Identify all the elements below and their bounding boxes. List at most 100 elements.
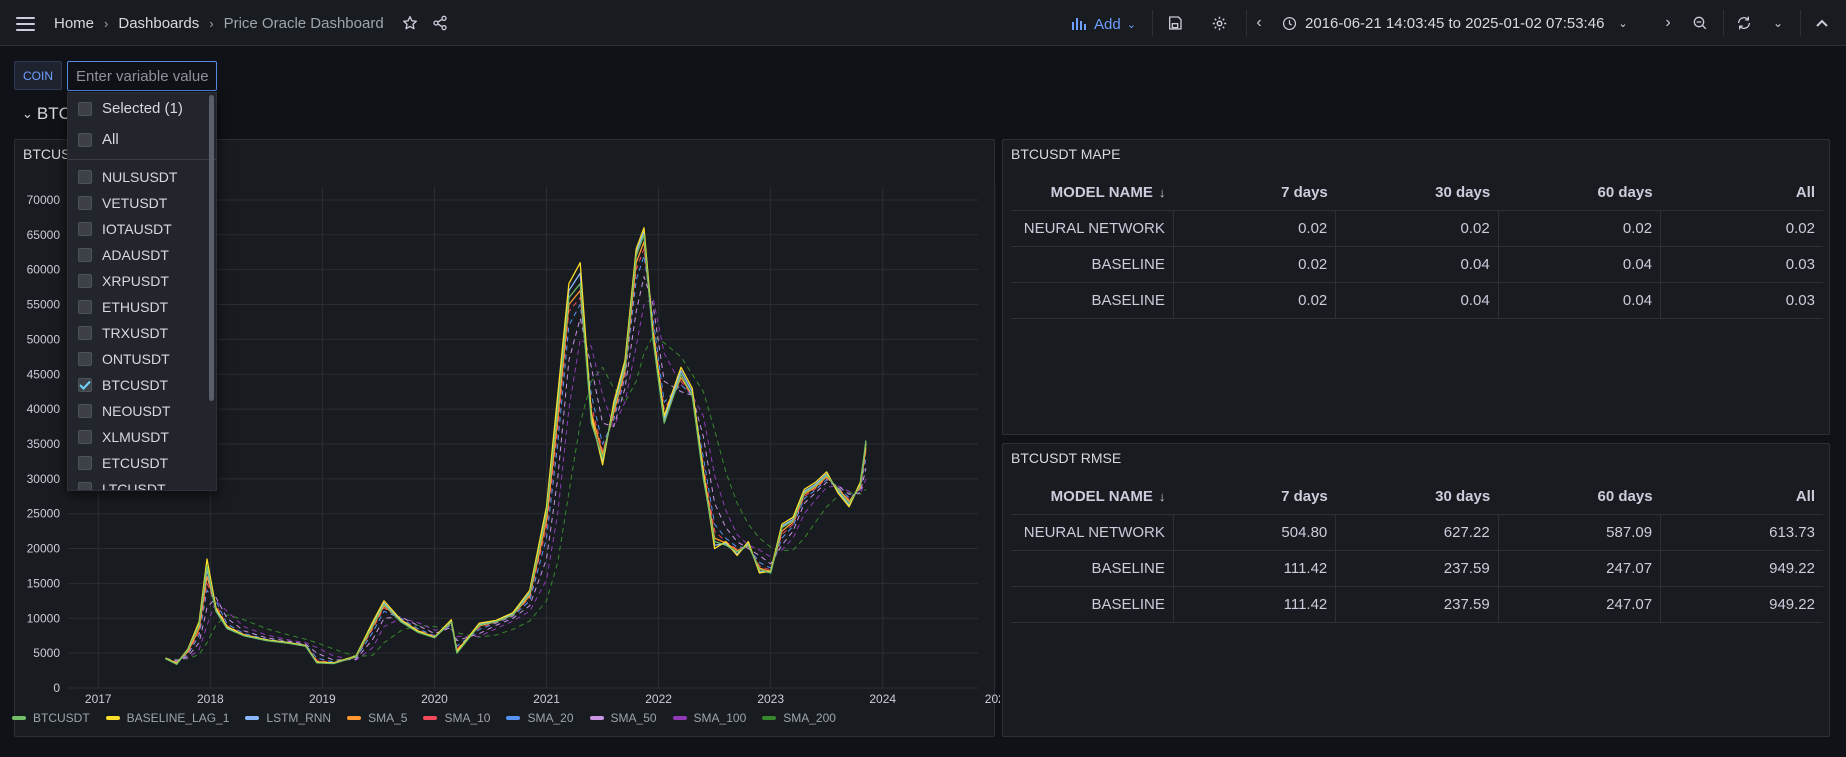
table-cell: 0.02 (1172, 246, 1336, 283)
menu-icon[interactable] (16, 17, 35, 31)
option-ethusdt[interactable]: ETHUSDT (68, 294, 216, 320)
option-vetusdt[interactable]: VETUSDT (68, 190, 216, 216)
checkbox[interactable] (78, 404, 92, 418)
zoom-out-icon[interactable] (1690, 13, 1710, 33)
checkbox[interactable] (78, 326, 92, 340)
share-icon[interactable] (430, 13, 450, 33)
add-panel-icon (1072, 18, 1086, 30)
y-tick-label: 45000 (27, 367, 61, 381)
column-header[interactable]: 7 days (1173, 480, 1336, 515)
option-etcusdt[interactable]: ETCUSDT (68, 450, 216, 476)
table-cell: NEURAL NETWORK (1011, 514, 1174, 551)
y-tick-label: 40000 (27, 402, 61, 416)
option-ltcusdt[interactable]: LTCUSDT (68, 476, 216, 490)
divider (68, 159, 216, 160)
breadcrumb-dashboards[interactable]: Dashboards (118, 14, 200, 32)
checkbox[interactable] (78, 170, 92, 184)
legend-label: BTCUSDT (33, 711, 90, 725)
table-cell: 237.59 (1335, 586, 1499, 623)
checkbox[interactable] (78, 456, 92, 470)
option-adausdt[interactable]: ADAUSDT (68, 242, 216, 268)
breadcrumb-home[interactable]: Home (54, 14, 95, 32)
time-range-picker[interactable]: 2016-06-21 14:03:45 to 2025-01-02 07:53:… (1282, 0, 1628, 46)
table-header-row: MODEL NAME ↓ 7 days 30 days 60 days All (1011, 176, 1823, 211)
refresh-icon[interactable] (1734, 13, 1754, 33)
checkbox[interactable] (78, 482, 92, 490)
checkbox[interactable] (78, 430, 92, 444)
option-label: XLMUSDT (102, 429, 169, 445)
series-line-btcusdt (165, 234, 867, 665)
table-cell: 0.02 (1497, 210, 1661, 247)
legend-item-baseline_lag_1[interactable]: BASELINE_LAG_1 (105, 711, 229, 725)
legend-item-sma_50[interactable]: SMA_50 (589, 711, 657, 725)
checkbox[interactable] (78, 300, 92, 314)
save-icon[interactable] (1165, 13, 1185, 33)
option-btcusdt[interactable]: BTCUSDT (68, 372, 216, 398)
legend-item-lstm_rnn[interactable]: LSTM_RNN (245, 711, 331, 725)
option-xrpusdt[interactable]: XRPUSDT (68, 268, 216, 294)
option-nulsusdt[interactable]: NULSUSDT (68, 164, 216, 190)
chevron-down-icon[interactable]: ⌄ (1772, 16, 1784, 30)
scrollbar[interactable] (209, 95, 214, 401)
gear-icon[interactable] (1209, 13, 1229, 33)
checkbox[interactable] (78, 274, 92, 288)
option-selected-count[interactable]: Selected (1) (68, 93, 216, 124)
legend-item-sma_20[interactable]: SMA_20 (506, 711, 574, 725)
checkbox[interactable] (78, 352, 92, 366)
checkbox[interactable] (78, 101, 92, 116)
column-header[interactable]: 60 days (1498, 176, 1661, 211)
table-cell: 111.42 (1172, 586, 1336, 623)
check-icon (79, 380, 91, 390)
column-header[interactable]: 30 days (1335, 480, 1499, 515)
option-all[interactable]: All (68, 124, 216, 155)
column-header[interactable]: 60 days (1498, 480, 1661, 515)
option-ontusdt[interactable]: ONTUSDT (68, 346, 216, 372)
option-trxusdt[interactable]: TRXUSDT (68, 320, 216, 346)
checkbox[interactable] (78, 132, 92, 147)
checkbox[interactable] (78, 248, 92, 262)
legend-item-sma_200[interactable]: SMA_200 (762, 711, 836, 725)
chevron-up-icon[interactable] (1812, 13, 1832, 33)
x-tick-label: 2024 (869, 692, 896, 706)
add-button[interactable]: Add ⌄ (1072, 12, 1136, 36)
column-header[interactable]: MODEL NAME ↓ (1011, 176, 1174, 211)
checkbox[interactable] (78, 196, 92, 210)
legend-swatch (245, 716, 260, 720)
option-neousdt[interactable]: NEOUSDT (68, 398, 216, 424)
y-tick-label: 10000 (27, 611, 61, 625)
option-iotausdt[interactable]: IOTAUSDT (68, 216, 216, 242)
y-tick-label: 65000 (27, 228, 61, 242)
checkbox[interactable] (78, 378, 92, 392)
divider (1800, 10, 1801, 36)
column-header[interactable]: 30 days (1335, 176, 1499, 211)
legend-item-sma_10[interactable]: SMA_10 (423, 711, 490, 725)
chevron-left-icon[interactable]: ‹ (1256, 14, 1262, 31)
mape-table: MODEL NAME ↓ 7 days 30 days 60 days All NEURAL… (1011, 176, 1823, 319)
table-cell: 0.04 (1335, 246, 1499, 283)
table-cell: BASELINE (1011, 246, 1174, 283)
option-xlmusdt[interactable]: XLMUSDT (68, 424, 216, 450)
legend-item-sma_100[interactable]: SMA_100 (672, 711, 746, 725)
variable-search-input[interactable] (67, 61, 217, 91)
x-tick-label: 2017 (85, 692, 112, 706)
legend-item-sma_5[interactable]: SMA_5 (347, 711, 407, 725)
column-header[interactable]: MODEL NAME ↓ (1011, 480, 1174, 515)
table-row: BASELINE 0.02 0.04 0.04 0.03 (1011, 246, 1823, 283)
y-tick-label: 55000 (27, 298, 61, 312)
table-cell: 949.22 (1660, 550, 1823, 587)
checkbox[interactable] (78, 222, 92, 236)
legend-label: SMA_50 (610, 711, 657, 725)
mape-panel: BTCUSDT MAPE MODEL NAME ↓ 7 days 30 days 60 … (1002, 139, 1830, 435)
column-header[interactable]: All (1660, 480, 1823, 515)
table-cell: BASELINE (1011, 550, 1174, 587)
column-header[interactable]: 7 days (1173, 176, 1336, 211)
table-cell: 0.03 (1660, 282, 1823, 319)
legend-item-btcusdt[interactable]: BTCUSDT (12, 711, 90, 725)
column-header[interactable]: All (1660, 176, 1823, 211)
chevron-right-icon[interactable]: › (1665, 14, 1671, 31)
option-label: All (102, 131, 119, 148)
star-icon[interactable] (400, 13, 420, 33)
add-button-label: Add (1094, 15, 1121, 33)
table-header-row: MODEL NAME ↓ 7 days 30 days 60 days All (1011, 480, 1823, 515)
legend-swatch (423, 716, 438, 720)
